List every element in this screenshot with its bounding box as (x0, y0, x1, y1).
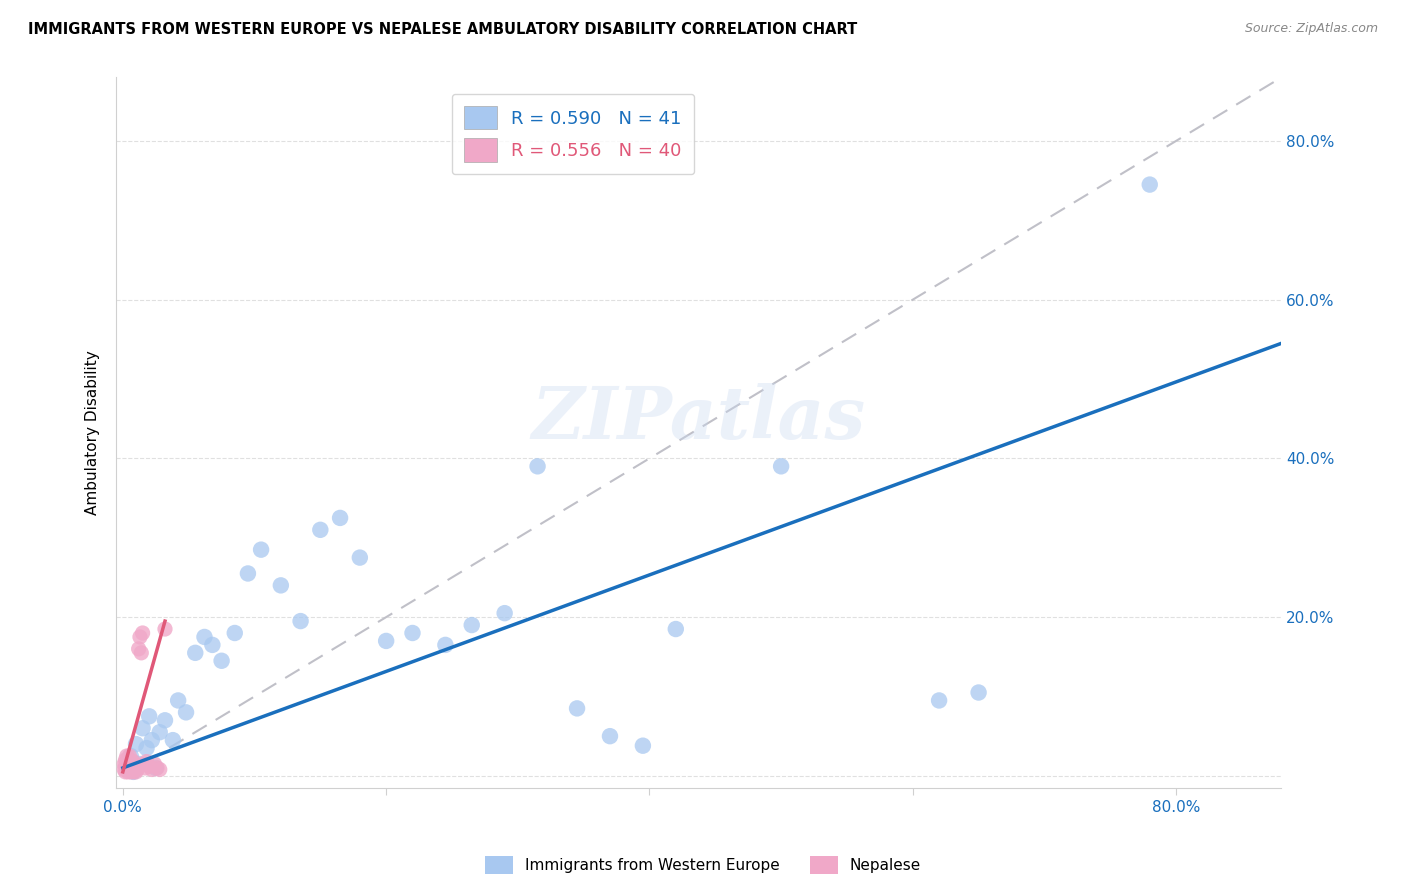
Point (125, 759, 148, 773)
Point (665, 622, 688, 636)
Point (135, 741, 157, 756)
Point (401, 626, 423, 640)
Point (129, 630, 152, 644)
Y-axis label: Ambulatory Disability: Ambulatory Disability (86, 351, 100, 515)
Point (115, 749, 138, 764)
Point (117, 761, 139, 775)
Point (138, 709, 160, 723)
Point (134, 761, 156, 775)
Point (461, 618, 484, 632)
Point (928, 693, 950, 707)
Point (112, 756, 135, 771)
Point (122, 764, 145, 779)
Point (290, 614, 312, 628)
Point (115, 763, 138, 777)
Point (135, 755, 157, 769)
Point (211, 654, 233, 668)
Point (145, 761, 167, 775)
Point (120, 749, 142, 764)
Point (117, 759, 139, 773)
Point (167, 693, 190, 707)
Point (118, 749, 141, 764)
Point (124, 763, 146, 777)
Point (270, 578, 292, 592)
Point (162, 733, 184, 747)
Legend: R = 0.590   N = 41, R = 0.556   N = 40: R = 0.590 N = 41, R = 0.556 N = 40 (451, 94, 695, 174)
Text: ZIPatlas: ZIPatlas (531, 383, 866, 454)
Point (599, 729, 621, 743)
Point (174, 706, 197, 720)
Point (131, 626, 153, 640)
Point (201, 638, 224, 652)
Point (349, 550, 371, 565)
Legend: Immigrants from Western Europe, Nepalese: Immigrants from Western Europe, Nepalese (479, 850, 927, 880)
Point (1139, 178, 1161, 192)
Point (131, 721, 153, 735)
Point (138, 759, 160, 773)
Point (329, 511, 352, 525)
Point (224, 626, 246, 640)
Point (127, 763, 149, 777)
Point (129, 646, 152, 660)
Point (125, 737, 148, 751)
Point (526, 459, 548, 474)
Point (125, 764, 148, 779)
Point (141, 733, 163, 747)
Point (193, 630, 215, 644)
Point (132, 756, 155, 771)
Point (117, 764, 139, 779)
Point (120, 755, 142, 769)
Point (184, 646, 207, 660)
Point (375, 634, 398, 648)
Point (434, 638, 457, 652)
Point (112, 763, 135, 777)
Point (115, 756, 138, 771)
Point (153, 622, 176, 636)
Point (146, 761, 169, 775)
Point (250, 542, 273, 557)
Point (122, 755, 145, 769)
Point (120, 759, 142, 773)
Point (770, 459, 793, 474)
Point (118, 756, 141, 771)
Point (121, 756, 143, 771)
Point (114, 764, 136, 779)
Point (631, 739, 654, 753)
Point (128, 641, 150, 656)
Point (494, 606, 516, 620)
Point (141, 763, 163, 777)
Point (143, 756, 166, 771)
Point (122, 759, 145, 773)
Point (309, 523, 332, 537)
Point (122, 764, 145, 779)
Text: IMMIGRANTS FROM WESTERN EUROPE VS NEPALESE AMBULATORY DISABILITY CORRELATION CHA: IMMIGRANTS FROM WESTERN EUROPE VS NEPALE… (28, 22, 858, 37)
Point (120, 764, 142, 779)
Point (236, 566, 259, 581)
Point (149, 763, 172, 777)
Point (121, 763, 143, 777)
Point (114, 759, 136, 773)
Point (153, 714, 176, 728)
Point (114, 753, 136, 767)
Point (128, 756, 150, 771)
Point (117, 753, 139, 767)
Point (565, 701, 588, 715)
Point (967, 685, 990, 699)
Text: Source: ZipAtlas.com: Source: ZipAtlas.com (1244, 22, 1378, 36)
Point (149, 725, 172, 739)
Point (118, 763, 141, 777)
Point (124, 756, 146, 771)
